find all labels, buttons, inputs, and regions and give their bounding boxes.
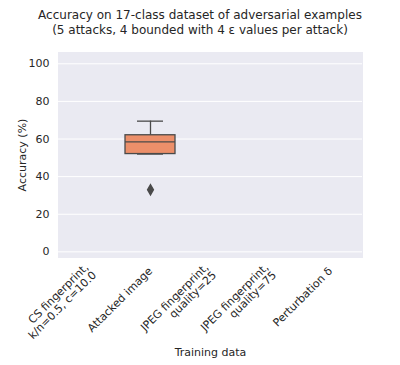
svg-text:80: 80 — [36, 95, 50, 108]
svg-text:100: 100 — [29, 57, 50, 70]
svg-text:JPEG fingerprint,quality=75: JPEG fingerprint,quality=75 — [197, 261, 279, 343]
svg-text:20: 20 — [36, 208, 50, 221]
svg-text:0: 0 — [43, 245, 50, 258]
svg-text:CS fingerprint,k/n=0.5, c=10.0: CS fingerprint,k/n=0.5, c=10.0 — [18, 261, 99, 342]
svg-text:Training data: Training data — [174, 346, 247, 359]
svg-text:Perturbation δ: Perturbation δ — [271, 265, 336, 330]
svg-text:60: 60 — [36, 133, 50, 146]
svg-text:40: 40 — [36, 170, 50, 183]
svg-text:Accuracy (%): Accuracy (%) — [16, 119, 29, 192]
